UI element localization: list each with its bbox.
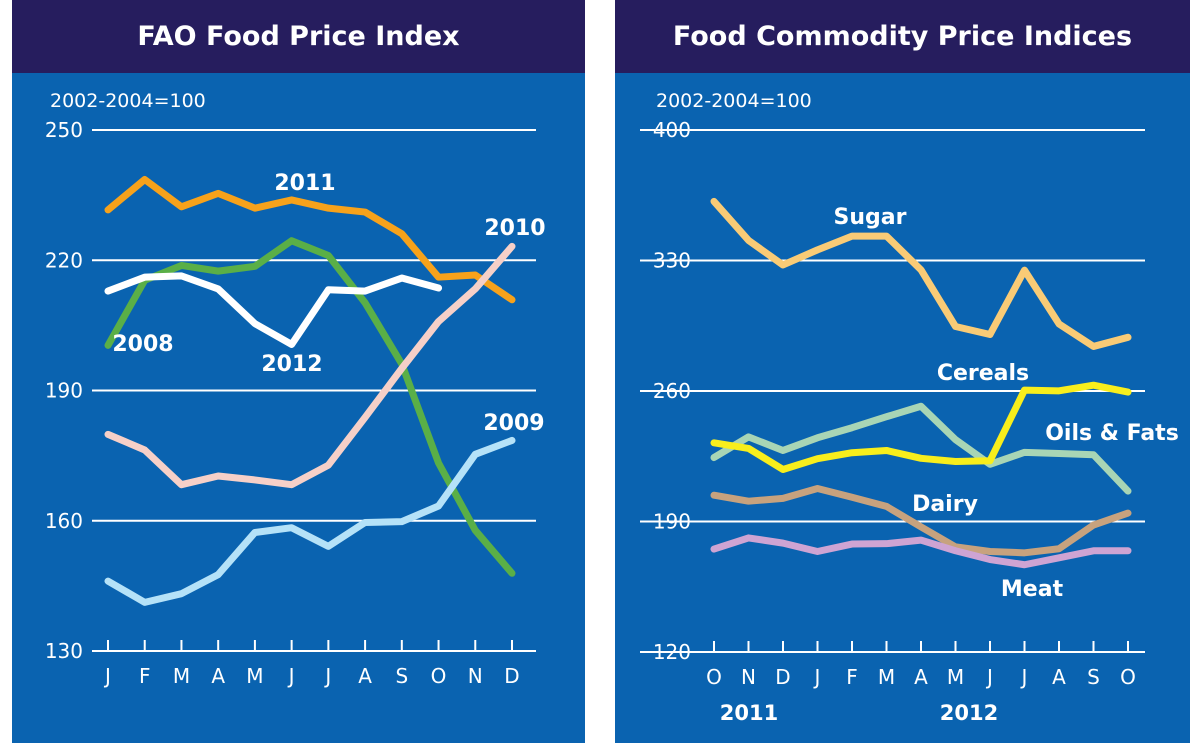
year-label: 2011 — [720, 701, 778, 725]
y-tick-label: 130 — [45, 639, 83, 663]
x-tick-label: N — [741, 665, 756, 689]
chart-title: FAO Food Price Index — [12, 0, 585, 73]
x-tick-label: A — [358, 664, 372, 688]
series-line-cereals — [710, 381, 1132, 473]
x-tick-label: A — [914, 665, 928, 689]
x-tick-label: D — [775, 665, 790, 689]
y-tick-label: 190 — [45, 379, 83, 403]
series-label: 2010 — [484, 216, 545, 241]
chart-title: Food Commodity Price Indices — [615, 0, 1190, 73]
x-tick-label: J — [287, 664, 295, 688]
x-tick-label: J — [323, 664, 331, 688]
x-tick-label: S — [1087, 665, 1100, 689]
series-line-2011 — [104, 175, 516, 304]
fao-food-price-index-panel: FAO Food Price Index — [12, 0, 585, 743]
x-tick-label: M — [947, 665, 964, 689]
series-line-oils-fats — [710, 402, 1132, 495]
x-tick-label: O — [706, 665, 722, 689]
series-label: Meat — [1001, 577, 1064, 602]
series-line-2008 — [104, 237, 516, 577]
y-tick-label: 250 — [45, 118, 83, 142]
series-line-sugar — [710, 197, 1132, 350]
x-tick-label: A — [211, 664, 225, 688]
y-tick-label: 160 — [45, 509, 83, 533]
x-tick-label: D — [504, 664, 519, 688]
x-tick-label: J — [813, 665, 821, 689]
series-label: Sugar — [834, 205, 907, 230]
series-label: Dairy — [912, 492, 978, 517]
x-tick-label: O — [431, 664, 447, 688]
series-line-meat — [710, 534, 1132, 569]
year-label: 2012 — [940, 701, 998, 725]
unit-label: 2002-2004=100 — [656, 90, 812, 112]
series-label: 2012 — [261, 352, 322, 377]
series-line-dairy — [710, 485, 1132, 557]
series-label: Oils & Fats — [1045, 421, 1179, 446]
x-tick-label: S — [395, 664, 408, 688]
y-tick-label: 220 — [45, 248, 83, 272]
x-tick-label: J — [985, 665, 993, 689]
x-tick-label: J — [1020, 665, 1028, 689]
series-label: 2009 — [483, 411, 544, 436]
food-commodity-price-indices-panel: Food Commodity Price Indices — [615, 0, 1190, 743]
x-tick-label: N — [468, 664, 483, 688]
y-tick-label: 400 — [653, 118, 691, 142]
series-label: 2011 — [274, 171, 335, 196]
y-tick-label: 120 — [653, 640, 691, 664]
y-tick-label: 190 — [653, 510, 691, 534]
x-tick-label: M — [246, 664, 263, 688]
unit-label: 2002-2004=100 — [50, 90, 206, 112]
y-tick-label: 330 — [653, 249, 691, 273]
series-line-2012 — [104, 272, 443, 348]
x-tick-label: J — [103, 664, 111, 688]
series-line-2010 — [104, 242, 516, 489]
y-tick-label: 260 — [653, 379, 691, 403]
x-tick-label: M — [173, 664, 190, 688]
series-line-2009 — [104, 436, 516, 606]
x-tick-label: O — [1120, 665, 1136, 689]
series-label: 2008 — [112, 332, 173, 357]
x-tick-label: M — [878, 665, 895, 689]
x-tick-label: A — [1052, 665, 1066, 689]
x-tick-label: F — [846, 665, 858, 689]
series-label: Cereals — [937, 361, 1029, 386]
x-tick-label: F — [139, 664, 151, 688]
